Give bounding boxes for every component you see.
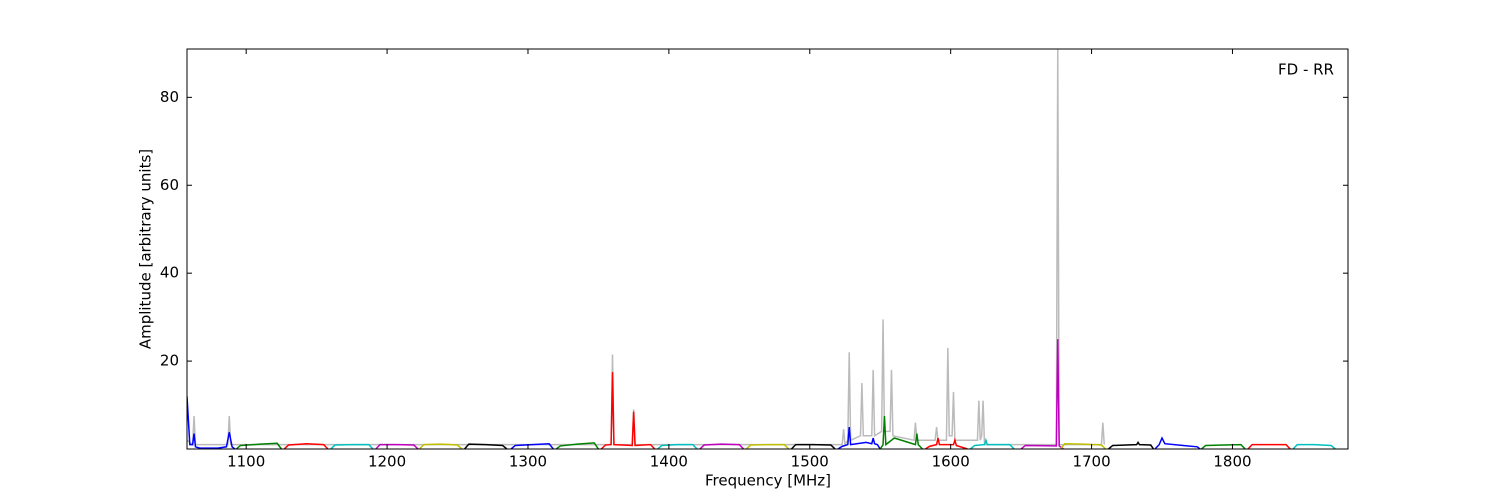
series-line (1154, 436, 1201, 449)
y-tick-label: 80 (160, 88, 179, 106)
series-line (283, 442, 329, 449)
series-line (699, 443, 745, 449)
series-line (1020, 339, 1064, 449)
x-tick-label: 1400 (650, 453, 688, 471)
series-line (1200, 443, 1246, 449)
x-tick-label: 1300 (509, 453, 547, 471)
series-line (418, 443, 463, 449)
series-line (187, 49, 1105, 447)
series-line (657, 443, 698, 449)
y-tick-label: 40 (160, 264, 179, 282)
series-line (464, 443, 508, 449)
series-line (1247, 443, 1291, 449)
series-line (187, 396, 236, 449)
series-line (555, 442, 600, 449)
series-line (1059, 442, 1107, 449)
series-line (510, 442, 554, 449)
annotation: FD - RR (1278, 61, 1334, 79)
series-line (879, 415, 924, 449)
x-tick-label: 1600 (932, 453, 970, 471)
series-line (837, 426, 881, 449)
y-tick-label: 60 (160, 176, 179, 194)
x-tick-label: 1100 (227, 453, 265, 471)
plot-frame (186, 48, 1349, 450)
series-line (1107, 441, 1155, 449)
series-line (969, 437, 1015, 449)
x-tick-label: 1200 (368, 453, 406, 471)
series-line (375, 443, 419, 449)
series-line (235, 442, 283, 449)
x-tick-label: 1800 (1213, 453, 1251, 471)
series-line (745, 443, 790, 449)
series-line (1292, 443, 1336, 449)
series-line (330, 443, 374, 449)
x-tick-label: 1500 (791, 453, 829, 471)
x-axis-label: Frequency [MHz] (705, 472, 831, 490)
x-tick-label: 1700 (1072, 453, 1110, 471)
series-line (600, 372, 656, 449)
y-tick-label: 20 (160, 352, 179, 370)
y-axis-label: Amplitude [arbitrary units] (137, 149, 155, 349)
series-line (924, 437, 968, 449)
series-line (790, 443, 836, 449)
